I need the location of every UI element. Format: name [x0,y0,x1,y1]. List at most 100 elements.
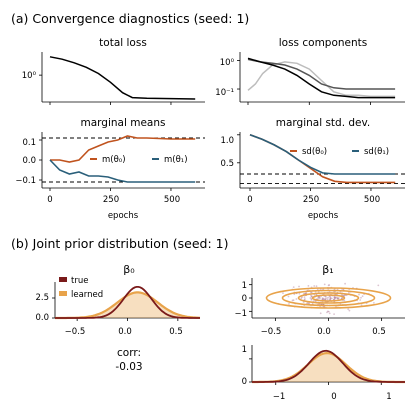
beta1-scatter-point [334,296,337,299]
beta1-scatter-point [344,282,346,285]
beta1-scatter-point [319,297,321,300]
beta1-scatter-point [298,285,300,288]
beta1-scatter-point [292,286,295,288]
beta0-legend-label-2: learned [71,290,103,300]
beta1-joint-xtick-2: 0.0 [317,327,331,337]
means-xtick-3: 500 [164,195,180,205]
beta1-learned-contour-4 [311,294,346,302]
beta1-scatter-point [361,295,364,298]
means-ytick-2: 0.0 [22,156,36,166]
beta1-scatter-point [322,298,324,301]
beta1-scatter-point [328,284,331,286]
beta1-scatter-point [325,296,327,298]
beta1-scatter-point [295,298,298,300]
sd-ytick-2: 0.5 [220,159,234,169]
beta1-joint-ytick-3: −1 [234,309,247,319]
beta1-title: β₁ [322,263,333,276]
beta1-joint-ytick-2: 0 [242,294,247,304]
corr-label: corr: [117,347,141,359]
beta1-scatter-point [358,293,360,296]
beta0-legend-swatch-true [59,277,67,282]
beta1-scatter-point [326,311,328,314]
beta1-scatter-point [323,283,326,286]
beta1-scatter-point [330,297,333,300]
sd-xtick-3: 500 [364,195,380,205]
beta1-scatter-point [329,296,332,298]
beta1-true-line [252,349,405,383]
section-a-title: (a) Convergence diagnostics (seed: 1) [11,11,249,26]
beta1-scatter-point [377,284,380,287]
beta1-scatter-point [282,292,284,294]
beta1-scatter-point [348,309,351,312]
beta1-scatter-point [348,291,350,294]
beta1-scatter-point [310,291,313,294]
means-ytick-1: 0.1 [22,138,36,148]
loss-component-line-2 [247,58,396,90]
beta1-scatter-point [343,299,346,302]
beta1-scatter-point [318,296,321,299]
beta1-scatter-point [327,310,330,313]
loss-components-title: loss components [279,37,368,49]
beta1-xtick-3: 1 [386,392,391,402]
sd-theta1-line [249,134,396,175]
beta1-scatter-point [307,285,310,287]
beta1-scatter-point [322,297,325,300]
beta1-scatter-point [333,296,336,299]
beta0-xtick-2: 0.0 [118,327,132,337]
beta1-scatter-point [310,294,312,297]
beta1-scatter-point [334,296,336,299]
beta1-joint-xtick-1: −0.5 [261,327,282,337]
beta1-scatter-point [336,297,339,300]
beta1-scatter-point [308,302,311,305]
means-xlabel: epochs [108,211,139,221]
beta1-scatter-point [328,295,331,298]
sd-theta0-line [249,134,396,184]
beta1-scatter-point [317,296,320,298]
beta1-scatter-point [321,297,324,299]
beta1-scatter-point [292,299,295,302]
beta1-scatter-point [326,310,329,313]
beta1-xtick-2: 0 [331,392,336,402]
total-loss-ytick: 10⁰ [22,71,37,81]
beta1-scatter-point [327,296,329,299]
beta1-scatter-point [312,300,315,302]
beta1-scatter-point [337,298,340,300]
means-theta1-line [49,159,196,183]
beta1-scatter-point [309,297,312,299]
beta0-true-line [55,285,200,319]
total-loss-title: total loss [99,37,147,49]
beta1-learned-area [252,353,405,382]
beta1-scatter-point [300,297,303,300]
loss-components-ytick-2: 10⁻¹ [215,88,234,98]
beta1-scatter-point [333,298,336,300]
beta0-legend-label-1: true [71,276,88,286]
beta0-xtick-3: 0.5 [169,327,183,337]
axes-layer [39,52,405,385]
beta1-scatter-point [287,295,290,298]
beta1-scatter-point [305,292,308,294]
beta1-scatter-point [291,299,294,302]
beta1-scatter-point [329,298,332,301]
beta1-scatter-point [313,285,316,287]
beta1-scatter-point [317,297,320,300]
loss-components-ytick-1: 10⁰ [220,58,235,68]
beta1-joint-ytick-1: 1 [242,281,247,291]
corr-value: -0.03 [115,361,142,373]
beta1-scatter-point [327,284,330,287]
beta1-scatter-point [325,297,327,300]
beta0-title: β₀ [123,263,135,276]
beta0-ytick-2: 0.0 [35,313,49,323]
beta1-scatter-point [337,297,340,299]
sd-legend-label-1: sd(θ₀) [302,147,327,157]
beta1-scatter-point [310,295,313,298]
beta1-scatter-point [323,298,326,300]
sd-xlabel: epochs [308,211,339,221]
beta1-joint-xtick-3: 0.5 [372,327,386,337]
means-xtick-1: 0 [47,195,52,205]
beta1-scatter-point [333,313,335,315]
loss-component-line-3 [247,61,396,98]
marginal-sd-title: marginal std. dev. [276,117,371,129]
beta0-xtick-1: −0.5 [65,327,86,337]
means-legend-label-2: m(θ₁) [164,155,188,165]
sd-xtick-2: 250 [303,195,319,205]
